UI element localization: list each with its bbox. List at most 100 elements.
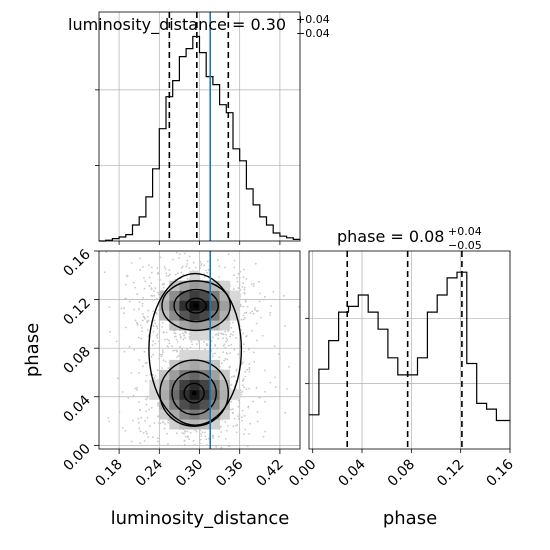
scatter-point xyxy=(147,329,149,331)
scatter-point xyxy=(237,418,240,420)
scatter-point xyxy=(224,358,227,360)
scatter-point xyxy=(186,435,189,438)
scatter-point xyxy=(183,439,186,442)
density-cell xyxy=(199,359,210,371)
scatter-point xyxy=(192,439,195,442)
scatter-point xyxy=(227,425,229,427)
density-cell xyxy=(189,310,200,321)
scatter-point xyxy=(211,355,214,358)
scatter-point xyxy=(189,432,192,434)
scatter-point xyxy=(190,340,193,343)
luminosity-distance-title: luminosity_distance = 0.30 +0.04 −0.04 xyxy=(68,13,330,40)
scatter-point xyxy=(237,399,240,402)
scatter-point xyxy=(232,411,235,414)
density-cell xyxy=(169,359,180,371)
scatter-point xyxy=(152,374,154,376)
scatter-point xyxy=(132,281,135,284)
scatter-point xyxy=(138,427,141,430)
scatter-point xyxy=(162,351,164,353)
scatter-point xyxy=(142,266,144,268)
scatter-point xyxy=(255,322,258,325)
scatter-point xyxy=(181,348,184,351)
phase-vs-luminosity-distance-scatter-panel xyxy=(98,250,301,450)
histogram-step-line xyxy=(309,271,510,422)
scatter-point xyxy=(164,423,167,425)
scatter-point xyxy=(246,368,249,371)
scatter-point xyxy=(206,260,209,263)
scatter-point xyxy=(135,321,138,324)
scatter-point xyxy=(237,353,240,356)
scatter-point xyxy=(218,265,221,268)
scatter-point xyxy=(205,444,208,446)
density-cell xyxy=(169,389,180,400)
scatter-point xyxy=(278,353,280,355)
scatter-point xyxy=(245,335,248,338)
scatter-point xyxy=(237,415,239,417)
scatter-point xyxy=(161,353,164,356)
scatter-point xyxy=(154,287,157,290)
scatter-point xyxy=(175,432,178,435)
scatter-point xyxy=(243,288,246,291)
scatter-point xyxy=(214,352,217,355)
scatter-point xyxy=(125,326,127,329)
scatter-point xyxy=(217,259,219,262)
scatter-point xyxy=(194,266,197,269)
scatter-point xyxy=(233,259,236,262)
peak-marker xyxy=(193,303,199,309)
scatter-point xyxy=(165,331,168,334)
density-cell xyxy=(219,310,230,321)
scatter-point xyxy=(142,432,145,434)
scatter-point xyxy=(153,290,155,292)
scatter-point xyxy=(156,337,159,339)
scatter-point xyxy=(262,435,265,438)
scatter-point xyxy=(211,435,214,438)
scatter-point xyxy=(141,302,144,305)
density-cell xyxy=(209,300,220,311)
density-cell xyxy=(219,399,230,410)
scatter-point xyxy=(146,361,148,364)
scatter-point xyxy=(139,257,141,260)
density-cell xyxy=(189,280,200,291)
scatter-point xyxy=(233,266,236,269)
scatter-point xyxy=(167,347,170,349)
luminosity-distance-histogram-frame xyxy=(98,11,301,242)
scatter-point xyxy=(224,346,227,349)
scatter-point xyxy=(244,316,246,319)
scatter-point xyxy=(282,294,285,297)
density-cell xyxy=(199,330,210,341)
scatter-point xyxy=(153,294,156,297)
scatter-point xyxy=(212,437,215,439)
scatter-point xyxy=(235,337,237,339)
scatter-point xyxy=(157,402,160,405)
scatter-point xyxy=(197,340,200,342)
scatter-point xyxy=(163,427,166,430)
scatter-point xyxy=(245,311,248,314)
scatter-point xyxy=(214,343,217,346)
scatter-point xyxy=(171,345,173,347)
scatter-point xyxy=(184,435,187,438)
scatter-point xyxy=(155,334,158,337)
scatter-point xyxy=(229,335,231,338)
scatter-point xyxy=(238,284,241,286)
scatter-point xyxy=(168,273,171,276)
scatter-point xyxy=(156,327,159,330)
density-cell xyxy=(199,320,210,331)
x-tick-label: 0.42 xyxy=(253,457,286,490)
scatter-point xyxy=(132,394,135,397)
scatter-point xyxy=(258,396,261,399)
density-cell xyxy=(209,369,220,380)
scatter-point xyxy=(136,389,138,391)
density-cell xyxy=(179,280,190,291)
scatter-point xyxy=(215,333,218,336)
scatter-point xyxy=(222,351,225,353)
scatter-point xyxy=(123,350,126,353)
scatter-point xyxy=(130,440,133,443)
scatter-point xyxy=(224,266,226,269)
scatter-point xyxy=(183,252,186,255)
scatter-point xyxy=(161,349,164,352)
density-cell xyxy=(189,359,200,371)
x-tick-label: 0.30 xyxy=(173,457,206,490)
density-cell xyxy=(179,290,190,301)
scatter-point xyxy=(283,325,286,327)
